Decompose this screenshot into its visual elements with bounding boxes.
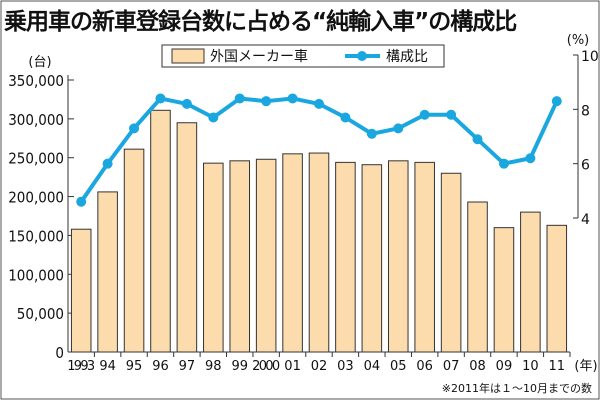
line-point-11 [551, 96, 562, 107]
x-tick-label: 09 [496, 359, 513, 374]
left-tick-label: 150,000 [8, 227, 64, 245]
line-point-97 [181, 98, 192, 109]
bar-02 [308, 152, 330, 353]
bar-1993 [70, 228, 92, 353]
bar-03 [335, 161, 356, 353]
x-tick-label: 03 [337, 359, 354, 374]
legend-bar-swatch [171, 48, 205, 64]
left-tick-label: 0 [55, 344, 64, 362]
bar-09 [493, 227, 515, 353]
x-tick-label: 10 [522, 359, 539, 374]
line-point-96 [155, 93, 166, 104]
x-tick-label: 06 [416, 359, 433, 374]
bar-94 [97, 191, 118, 353]
x-tick-label: 05 [390, 359, 407, 374]
line-point-09 [498, 158, 509, 169]
chart-title: 乗用車の新車登録台数に占める“純輸入車”の構成比 [4, 9, 517, 35]
bar-11 [546, 224, 568, 353]
x-tick-label: 98 [205, 359, 222, 374]
bar-97 [176, 122, 198, 353]
line-point-08 [472, 134, 483, 145]
bar-04 [361, 164, 383, 353]
line-point-07 [446, 109, 457, 120]
legend-box [161, 44, 445, 68]
bar-2000 [255, 158, 277, 353]
x-tick-label: 94 [99, 359, 116, 374]
left-axis-label: (台) [28, 55, 51, 70]
line-point-98 [208, 112, 219, 123]
right-tick-label: 6 [581, 158, 590, 174]
line-point-2000 [261, 96, 272, 107]
bar-99 [229, 160, 251, 353]
x-tick-label: 02 [311, 359, 328, 374]
x-tick-label: 07 [443, 359, 460, 374]
line-point-10 [525, 153, 536, 164]
right-tick-label: 8 [581, 103, 590, 119]
line-point-94 [102, 158, 113, 169]
line-point-06 [419, 109, 430, 120]
line-point-04 [366, 128, 377, 139]
line-point-05 [393, 123, 404, 134]
left-tick-label: 300,000 [8, 111, 64, 129]
x-tick-label: 2000 [252, 359, 280, 374]
bar-95 [123, 148, 145, 353]
left-tick-label: 250,000 [8, 150, 64, 168]
bar-98 [203, 162, 224, 353]
legend-bar-label: 外国メーカー車 [210, 48, 308, 65]
x-axis-label: (年) [574, 359, 597, 374]
right-tick-label: 10 [581, 49, 599, 65]
bar-06 [414, 161, 435, 353]
bar-01 [282, 153, 303, 353]
right-axis-label: (%) [567, 33, 590, 48]
right-tick-label: 4 [581, 212, 590, 228]
line-point-01 [287, 93, 298, 104]
x-tick-label: 1993 [67, 359, 95, 374]
left-tick-label: 200,000 [8, 189, 64, 207]
bar-10 [520, 211, 541, 353]
x-tick-label: 08 [469, 359, 486, 374]
line-point-99 [234, 93, 245, 104]
x-tick-label: 97 [179, 359, 196, 374]
x-tick-label: 04 [364, 359, 381, 374]
line-point-03 [340, 112, 351, 123]
left-tick-label: 50,000 [17, 305, 64, 323]
x-tick-label: 11 [549, 359, 566, 374]
x-tick-label: 95 [126, 359, 143, 374]
x-tick-label: 01 [284, 359, 301, 374]
x-tick-label: 96 [152, 359, 169, 374]
bar-07 [440, 172, 462, 353]
legend-line-label: 構成比 [386, 49, 428, 65]
bar-96 [150, 109, 171, 353]
left-tick-label: 100,000 [8, 266, 64, 284]
line-point-95 [129, 123, 140, 134]
left-tick-label: 350,000 [8, 72, 64, 90]
line-point-02 [314, 98, 324, 109]
bar-05 [387, 160, 409, 353]
x-tick-label: 99 [231, 359, 248, 374]
chart-note: ※2011年は１～10月までの数 [441, 382, 592, 395]
line-point-1993 [76, 196, 87, 207]
bar-08 [467, 201, 488, 353]
legend-line-marker [357, 51, 367, 61]
